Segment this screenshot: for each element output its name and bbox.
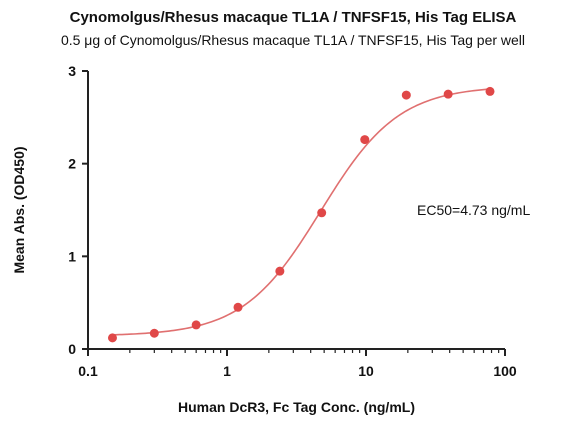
data-point	[191, 320, 201, 330]
data-points-group	[107, 86, 495, 343]
ec50-annotation: EC50=4.73 ng/mL	[417, 202, 530, 218]
data-point	[233, 302, 243, 312]
data-point	[443, 89, 453, 99]
data-point	[107, 333, 117, 343]
y-tick-label: 0	[68, 341, 76, 357]
x-tick-label: 0.1	[78, 363, 98, 379]
y-axis-label: Mean Abs. (OD450)	[11, 146, 27, 273]
x-tick-label: 1	[223, 363, 231, 379]
ticks-group: 0 1 2 3 0.1 1 10 100	[68, 63, 517, 379]
chart-subtitle: 0.5 μg of Cynomolgus/Rhesus macaque TL1A…	[61, 32, 525, 48]
x-tick-label: 10	[358, 363, 374, 379]
chart-title: Cynomolgus/Rhesus macaque TL1A / TNFSF15…	[70, 9, 517, 26]
y-tick-label: 1	[68, 248, 76, 264]
fit-curve-group	[112, 88, 491, 336]
y-tick-label: 3	[68, 63, 76, 79]
x-axis-label: Human DcR3, Fc Tag Conc. (ng/mL)	[178, 399, 415, 415]
data-point	[317, 208, 327, 218]
fit-curve-line	[112, 88, 491, 336]
data-point	[485, 86, 495, 96]
data-point	[275, 266, 285, 276]
data-point	[401, 90, 411, 100]
x-tick-label: 100	[493, 363, 517, 379]
axes-group	[87, 71, 505, 350]
data-point	[149, 328, 159, 338]
data-point	[360, 135, 370, 145]
y-tick-label: 2	[68, 156, 76, 172]
